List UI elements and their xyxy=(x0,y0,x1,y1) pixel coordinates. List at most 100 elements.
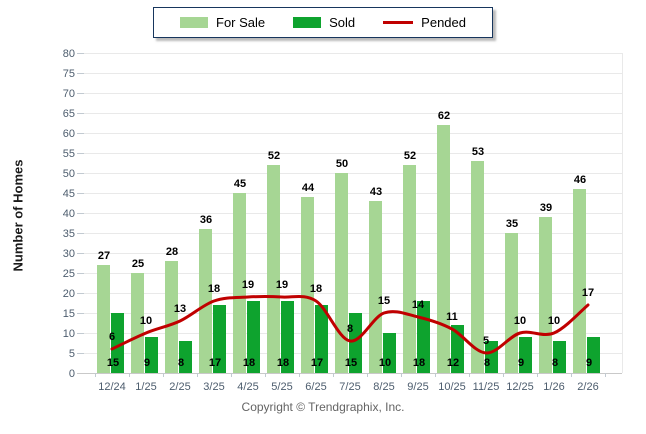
bar-for-sale xyxy=(131,273,144,373)
legend-label-pended: Pended xyxy=(421,15,466,30)
bar-for-sale xyxy=(369,201,382,373)
value-label-for-sale: 28 xyxy=(166,246,178,258)
x-axis-tick-label: 1/25 xyxy=(135,381,156,393)
bar-sold xyxy=(349,313,362,373)
bar-for-sale xyxy=(267,165,280,373)
value-label-for-sale: 43 xyxy=(370,186,382,198)
bar-for-sale xyxy=(539,217,552,373)
y-axis-tick-label: 15 xyxy=(63,308,75,320)
y-axis-tick-label: 20 xyxy=(63,288,75,300)
y-axis-tick-label: 5 xyxy=(69,348,75,360)
value-label-pended: 10 xyxy=(548,315,560,327)
x-axis-tick-label: 4/25 xyxy=(237,381,258,393)
sold-swatch-icon xyxy=(293,17,322,28)
bar-for-sale xyxy=(505,233,518,373)
x-axis-tick-label: 1/26 xyxy=(543,381,564,393)
value-label-pended: 10 xyxy=(140,315,152,327)
y-axis-tick-label: 0 xyxy=(69,368,75,380)
value-label-sold: 15 xyxy=(345,357,357,369)
bar-sold xyxy=(587,337,600,373)
x-axis-tick-label: 3/25 xyxy=(203,381,224,393)
y-axis-tick-label: 10 xyxy=(63,328,75,340)
for-sale-swatch-icon xyxy=(180,17,208,28)
bar-sold xyxy=(111,313,124,373)
y-axis-tick-label: 80 xyxy=(63,48,75,60)
bar-for-sale xyxy=(233,193,246,373)
copyright-text: Copyright © Trendgraphix, Inc. xyxy=(241,400,405,414)
bar-for-sale xyxy=(97,265,110,373)
bar-sold xyxy=(383,333,396,373)
value-label-sold: 17 xyxy=(311,357,323,369)
bar-sold xyxy=(247,301,260,373)
value-label-sold: 18 xyxy=(413,357,425,369)
value-label-sold: 15 xyxy=(107,357,119,369)
bar-for-sale xyxy=(573,189,586,373)
bar-for-sale xyxy=(403,165,416,373)
value-label-for-sale: 62 xyxy=(438,110,450,122)
value-label-sold: 8 xyxy=(178,357,184,369)
y-axis-tick-label: 70 xyxy=(63,88,75,100)
value-label-for-sale: 53 xyxy=(472,146,484,158)
bar-sold xyxy=(281,301,294,373)
x-axis-tick-label: 7/25 xyxy=(339,381,360,393)
value-label-for-sale: 39 xyxy=(540,202,552,214)
pended-line-icon xyxy=(383,21,414,24)
value-label-pended: 17 xyxy=(582,287,594,299)
bar-for-sale xyxy=(199,229,212,373)
y-axis-tick-label: 40 xyxy=(63,208,75,220)
y-axis-tick-label: 35 xyxy=(63,228,75,240)
value-label-sold: 10 xyxy=(379,357,391,369)
bar-for-sale xyxy=(335,173,348,373)
value-label-for-sale: 27 xyxy=(98,250,110,262)
value-label-sold: 18 xyxy=(277,357,289,369)
value-label-pended: 10 xyxy=(514,315,526,327)
x-axis-tick-label: 6/25 xyxy=(305,381,326,393)
value-label-pended: 18 xyxy=(310,283,322,295)
value-label-for-sale: 36 xyxy=(200,214,212,226)
x-axis-tick-label: 2/26 xyxy=(577,381,598,393)
x-axis-tick-label: 5/25 xyxy=(271,381,292,393)
pended-line xyxy=(110,294,590,355)
value-label-sold: 9 xyxy=(518,357,524,369)
x-axis-tick-label: 10/25 xyxy=(438,381,466,393)
y-axis-tick-label: 60 xyxy=(63,128,75,140)
x-axis-tick-label: 12/25 xyxy=(506,381,534,393)
bar-sold xyxy=(553,341,566,373)
value-label-for-sale: 35 xyxy=(506,218,518,230)
value-label-pended: 13 xyxy=(174,303,186,315)
legend-item-sold: Sold xyxy=(293,15,355,30)
y-axis-tick-label: 55 xyxy=(63,148,75,160)
legend-label-for-sale: For Sale xyxy=(216,15,266,30)
value-label-pended: 6 xyxy=(109,331,115,343)
legend-item-for-sale: For Sale xyxy=(180,15,265,30)
y-axis-tick-label: 75 xyxy=(63,68,75,80)
value-label-pended: 19 xyxy=(276,279,288,291)
bar-sold xyxy=(519,337,532,373)
value-label-for-sale: 52 xyxy=(268,150,280,162)
bar-for-sale xyxy=(165,261,178,373)
x-axis-tick-label: 9/25 xyxy=(407,381,428,393)
legend: For Sale Sold Pended xyxy=(153,7,493,38)
bar-for-sale xyxy=(437,125,450,373)
value-label-pended: 19 xyxy=(242,279,254,291)
value-label-for-sale: 52 xyxy=(404,150,416,162)
x-axis-tick-label: 12/24 xyxy=(98,381,126,393)
value-label-pended: 11 xyxy=(446,311,458,323)
value-label-pended: 18 xyxy=(208,283,220,295)
value-label-for-sale: 45 xyxy=(234,178,246,190)
bar-sold xyxy=(145,337,158,373)
bar-for-sale xyxy=(471,161,484,373)
x-axis-tick-label: 2/25 xyxy=(169,381,190,393)
value-label-sold: 8 xyxy=(484,357,490,369)
x-axis-tick-label: 11/25 xyxy=(473,381,500,393)
value-label-sold: 8 xyxy=(552,357,558,369)
value-label-sold: 9 xyxy=(586,357,592,369)
legend-item-pended: Pended xyxy=(383,15,466,30)
y-axis-tick-label: 45 xyxy=(63,188,75,200)
value-label-for-sale: 46 xyxy=(574,174,586,186)
value-label-sold: 12 xyxy=(447,357,459,369)
y-axis-tick-label: 30 xyxy=(63,248,75,260)
value-label-for-sale: 44 xyxy=(302,182,315,194)
value-label-pended: 8 xyxy=(347,323,353,335)
